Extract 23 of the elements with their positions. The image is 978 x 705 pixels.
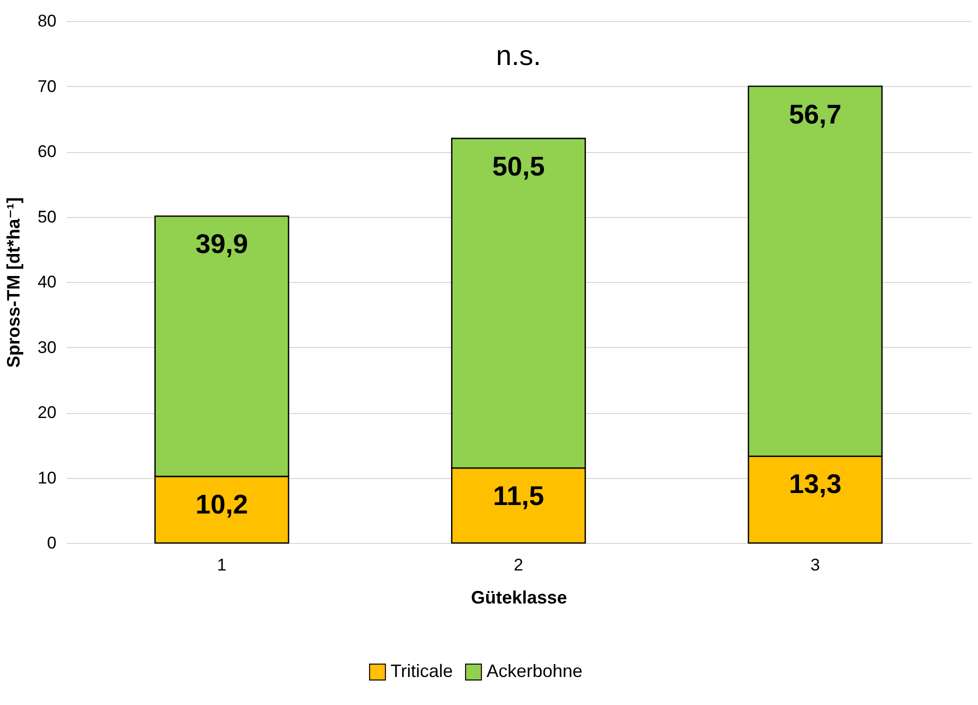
y-tick-label: 30: [38, 338, 56, 357]
y-tick-label: 0: [47, 534, 56, 552]
x-tick-label: 1: [217, 556, 227, 574]
y-tick-label: 70: [38, 76, 56, 96]
data-label: 11,5: [492, 480, 544, 511]
legend-label: Triticale: [390, 661, 453, 682]
x-tick-label: 2: [514, 556, 524, 574]
y-tick-label: 20: [38, 403, 56, 422]
y-tick-label: 40: [38, 272, 56, 292]
annotation: n.s.: [496, 40, 542, 71]
data-label: 39,9: [195, 229, 248, 260]
x-tick-label: 3: [810, 556, 820, 574]
y-tick-label: 80: [38, 12, 56, 30]
y-tick-label: 50: [38, 207, 56, 226]
data-label: 13,3: [788, 469, 842, 500]
data-label: 56,7: [788, 99, 842, 130]
y-axis-title: Spross-TM [dt*ha⁻¹]: [4, 197, 24, 368]
y-tick-label: 60: [38, 142, 56, 161]
data-label: 50,5: [492, 151, 545, 182]
data-label: 10,2: [195, 489, 248, 520]
x-axis-title: Güteklasse: [470, 588, 568, 608]
legend-label: Ackerbohne: [486, 661, 583, 682]
y-tick-label: 10: [38, 468, 56, 488]
